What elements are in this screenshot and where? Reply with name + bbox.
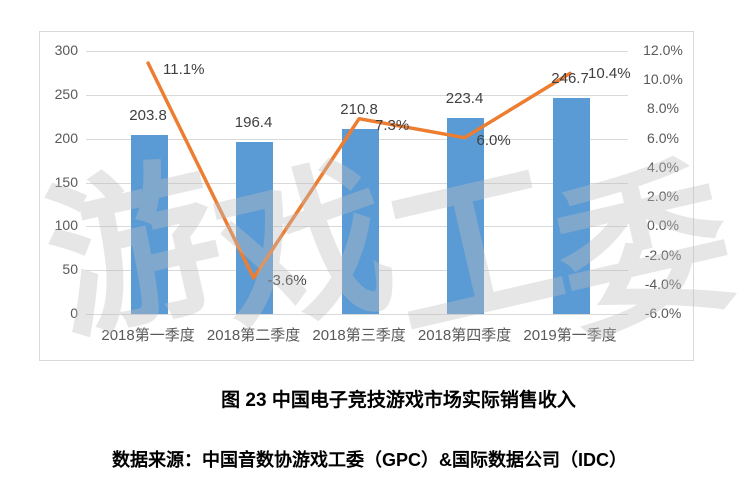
x-axis-label: 2018第一季度 [101,327,195,344]
line-value-label: 10.4% [588,65,631,83]
y-axis-tick-right: -4.0% [644,275,682,292]
data-source: 数据来源：中国音数协游戏工委（GPC）&国际数据公司（IDC） [111,450,627,470]
bar-value-label: 246.7 [551,69,589,87]
gridline [86,314,628,315]
y-axis-tick-right: 12.0% [643,42,683,58]
y-axis-tick-right: 4.0% [647,158,679,175]
y-axis-tick-right: 0.0% [647,217,679,234]
bar [552,97,590,314]
y-axis-tick-left: 150 [54,173,78,190]
y-axis-tick-left: 50 [62,261,78,278]
gridline [86,94,628,96]
gridline [86,51,628,52]
line-value-label: -3.6% [267,271,307,289]
bar [130,135,168,314]
x-axis-label: 2018第四季度 [417,327,512,344]
x-axis-label: 2019第一季度 [523,327,617,344]
bar-value-label: 196.4 [234,113,273,131]
line-value-label: 6.0% [476,131,511,149]
y-axis-tick-right: 10.0% [643,71,683,88]
y-axis-tick-left: 0 [70,305,78,321]
bar-value-label: 223.4 [445,90,484,108]
x-axis-label: 2018第二季度 [206,327,301,344]
y-axis-tick-left: 250 [54,85,78,102]
x-axis-label: 2018第三季度 [312,327,406,344]
y-axis-tick-left: 300 [54,42,78,58]
bar [341,129,379,314]
line-value-label: 11.1% [163,61,205,79]
y-axis-tick-right: -2.0% [644,246,682,263]
y-axis-tick-right: 6.0% [647,129,679,146]
line-value-label: 7.3% [375,116,410,134]
bar-value-label: 210.8 [340,101,378,119]
y-axis-tick-left: 100 [54,217,78,234]
figure-title: 图 23 中国电子竞技游戏市场实际销售收入 [221,390,576,411]
bar-value-label: 203.8 [129,107,167,125]
y-axis-tick-right: 2.0% [647,188,679,205]
y-axis-tick-left: 200 [54,129,78,146]
y-axis-tick-right: 8.0% [647,100,679,117]
y-axis-tick-right: -6.0% [644,305,682,321]
